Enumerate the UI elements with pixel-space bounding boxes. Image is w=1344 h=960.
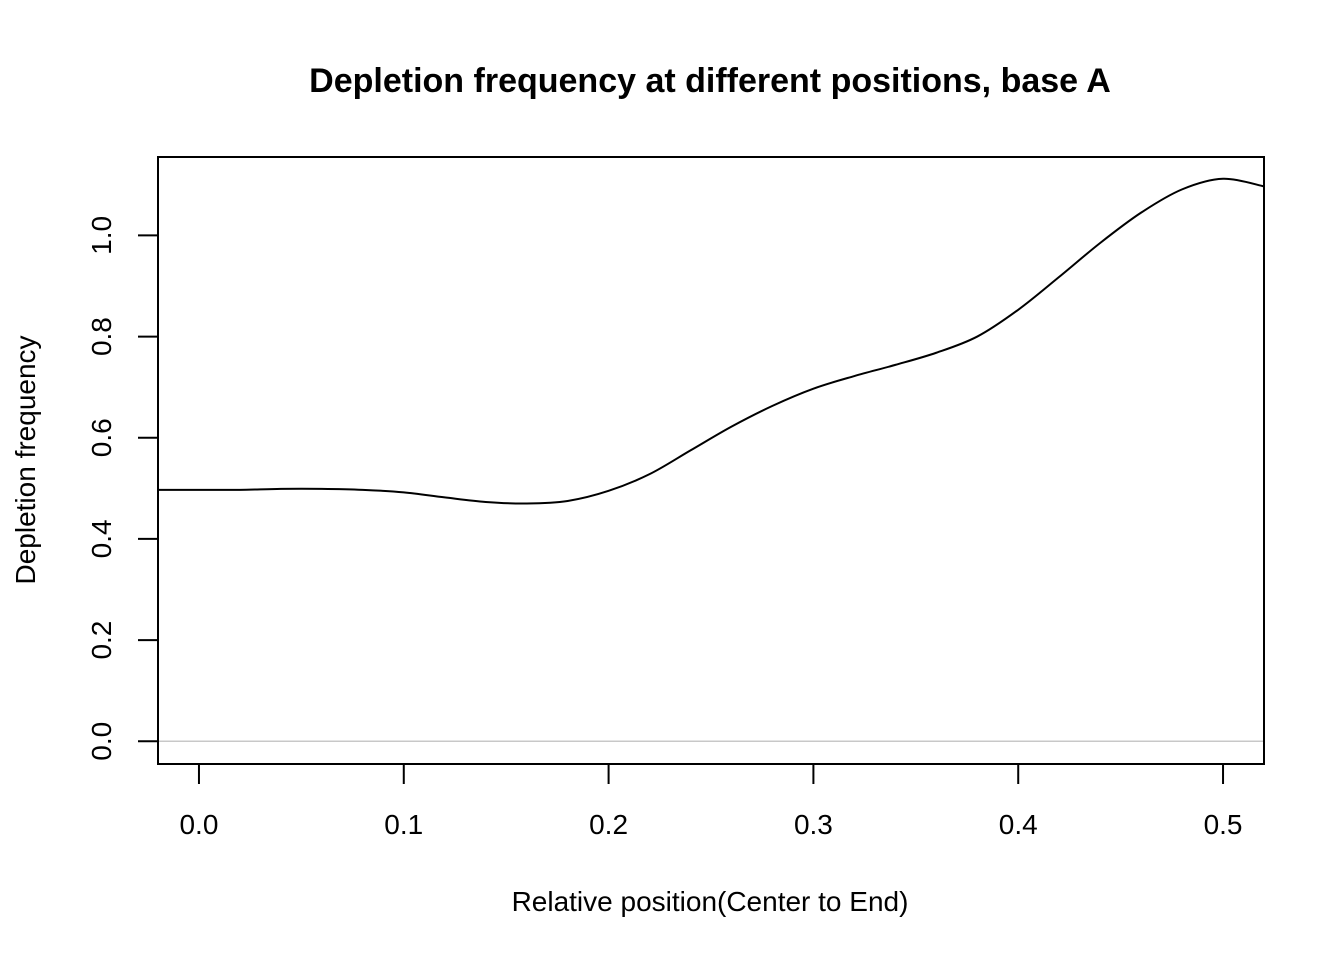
x-axis-label: Relative position(Center to End) — [512, 886, 909, 917]
chart-title: Depletion frequency at different positio… — [309, 62, 1111, 100]
x-tick-label: 0.3 — [794, 809, 833, 840]
y-axis: 0.0 0.2 0.4 0.6 0.8 1.0 — [86, 216, 158, 761]
y-tick-label: 0.2 — [86, 621, 117, 660]
y-tick-label: 0.6 — [86, 418, 117, 457]
x-tick-label: 0.5 — [1204, 809, 1243, 840]
x-tick-label: 0.2 — [589, 809, 628, 840]
y-tick-label: 0.8 — [86, 317, 117, 356]
plot-frame — [157, 156, 1265, 765]
y-tick-label: 1.0 — [86, 216, 117, 255]
y-tick-label: 0.0 — [86, 722, 117, 761]
x-tick-label: 0.0 — [179, 809, 218, 840]
x-tick-label: 0.4 — [999, 809, 1038, 840]
x-tick-label: 0.1 — [384, 809, 423, 840]
data-line — [158, 177, 1265, 505]
y-tick-label: 0.4 — [86, 519, 117, 558]
y-axis-label: Depletion frequency — [10, 335, 41, 584]
x-axis: 0.0 0.1 0.2 0.3 0.4 0.5 — [179, 764, 1243, 840]
